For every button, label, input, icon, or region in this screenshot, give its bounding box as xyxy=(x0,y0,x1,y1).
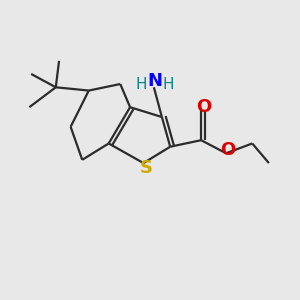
Text: H: H xyxy=(136,77,147,92)
Text: O: O xyxy=(220,141,235,159)
Text: O: O xyxy=(196,98,211,116)
Text: N: N xyxy=(148,72,163,90)
Text: S: S xyxy=(139,159,152,177)
Text: H: H xyxy=(163,77,175,92)
